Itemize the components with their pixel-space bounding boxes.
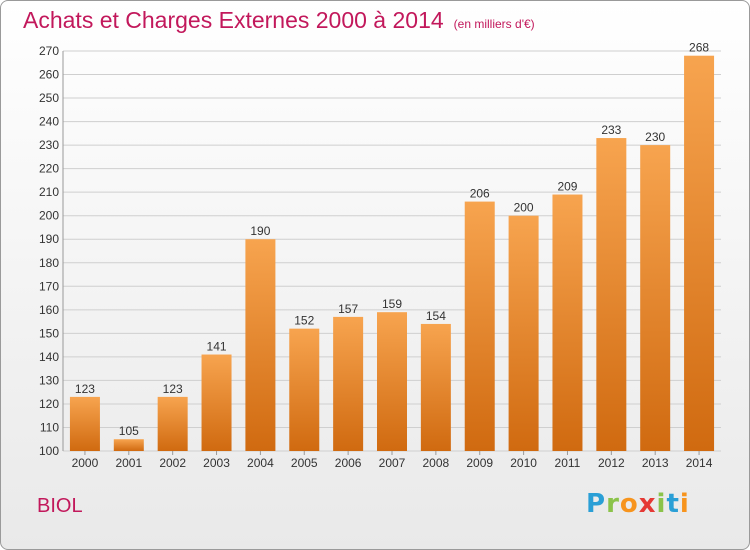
logo-letter: i [656,489,667,519]
y-tick-label: 260 [39,68,59,82]
bar-2006[interactable] [333,316,364,451]
chart-subtitle: (en milliers d'€) [453,17,535,31]
bar-value-label: 268 [689,41,709,55]
bar-value-label: 154 [426,309,446,323]
x-tick-label: 2013 [642,456,669,470]
x-tick-label: 2010 [510,456,537,470]
bar-2013[interactable] [640,145,671,451]
logo-letter: r [606,489,620,519]
y-tick-label: 100 [39,444,59,458]
bar-2012[interactable] [596,138,627,451]
y-tick-label: 240 [39,115,59,129]
bar-value-label: 157 [338,302,358,316]
y-tick-label: 120 [39,397,59,411]
bar-value-label: 206 [470,187,490,201]
bar-2014[interactable] [684,55,715,452]
bar-2005[interactable] [289,328,320,451]
bar-value-label: 230 [645,130,665,144]
y-tick-label: 200 [39,209,59,223]
bar-2000[interactable] [69,396,100,451]
bar-2010[interactable] [508,215,539,451]
bar-value-label: 190 [250,224,270,238]
bar-value-label: 123 [163,382,183,396]
x-tick-label: 2012 [598,456,625,470]
y-tick-label: 150 [39,326,59,340]
bar-2004[interactable] [245,239,276,451]
x-tick-label: 2002 [159,456,186,470]
bar-2008[interactable] [420,323,451,451]
x-tick-label: 2009 [466,456,493,470]
y-tick-label: 270 [39,44,59,58]
y-tick-label: 170 [39,279,59,293]
x-tick-label: 2008 [423,456,450,470]
bar-2007[interactable] [377,312,407,451]
logo-letter: P [586,489,607,519]
x-tick-label: 2007 [379,456,406,470]
x-tick-label: 2006 [335,456,362,470]
bar-value-label: 209 [557,180,577,194]
x-tick-label: 2003 [203,456,230,470]
logo-letter: o [619,489,639,519]
logo-letter: i [679,489,690,519]
bar-value-label: 141 [207,340,227,354]
y-tick-label: 180 [39,256,59,270]
bar-2003[interactable] [201,354,232,451]
y-tick-label: 140 [39,350,59,364]
y-tick-label: 110 [40,420,59,434]
bar-value-label: 233 [601,123,621,137]
bar-2009[interactable] [464,201,495,451]
bar-value-label: 159 [382,297,402,311]
bar-2011[interactable] [552,194,583,451]
chart-title-text: Achats et Charges Externes 2000 à 2014 [23,7,444,33]
y-tick-label: 230 [39,138,59,152]
logo-letter: t [666,489,680,519]
logo-letter: x [638,489,657,519]
x-tick-label: 2014 [686,456,713,470]
place-name: BIOL [37,495,83,517]
y-tick-label: 190 [39,232,59,246]
x-tick-label: 2001 [115,456,142,470]
bar-2001[interactable] [113,439,144,451]
y-tick-label: 210 [39,185,59,199]
y-tick-label: 220 [39,162,59,176]
bar-value-label: 105 [119,424,139,438]
y-tick-label: 250 [39,91,59,105]
bar-value-label: 152 [294,314,314,328]
bar-value-label: 123 [75,382,95,396]
x-tick-label: 2005 [291,456,318,470]
bar-value-label: 200 [514,201,534,215]
bar-2002[interactable] [157,396,188,451]
y-tick-label: 130 [39,373,59,387]
y-tick-label: 160 [39,303,59,317]
chart-title: Achats et Charges Externes 2000 à 2014 (e… [23,7,535,34]
x-tick-label: 2011 [555,456,581,470]
proxiti-logo[interactable]: Proxiti [586,489,690,519]
x-tick-label: 2004 [247,456,274,470]
x-tick-label: 2000 [72,456,99,470]
